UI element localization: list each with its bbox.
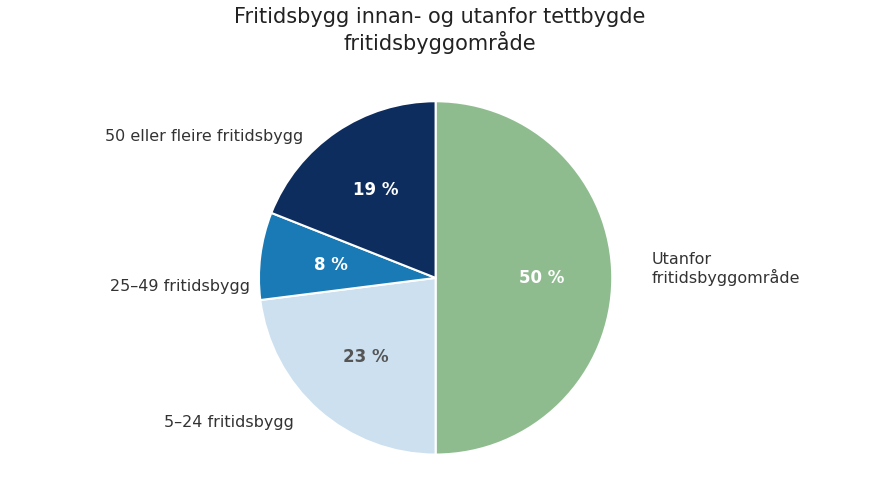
- Wedge shape: [436, 101, 612, 454]
- Title: Fritidsbygg innan- og utanfor tettbygde
fritidsbyggområde: Fritidsbygg innan- og utanfor tettbygde …: [235, 7, 646, 54]
- Text: 23 %: 23 %: [343, 348, 388, 366]
- Wedge shape: [272, 101, 436, 278]
- Text: 50 %: 50 %: [519, 269, 564, 287]
- Text: 50 eller fleire fritidsbygg: 50 eller fleire fritidsbygg: [105, 129, 303, 144]
- Text: 5–24 fritidsbygg: 5–24 fritidsbygg: [164, 415, 295, 430]
- Text: 25–49 fritidsbygg: 25–49 fritidsbygg: [110, 279, 250, 294]
- Wedge shape: [259, 213, 436, 300]
- Text: Utanfor
fritidsbyggområde: Utanfor fritidsbyggområde: [651, 252, 800, 286]
- Text: 19 %: 19 %: [354, 181, 399, 199]
- Text: 8 %: 8 %: [313, 256, 348, 274]
- Wedge shape: [260, 278, 436, 454]
